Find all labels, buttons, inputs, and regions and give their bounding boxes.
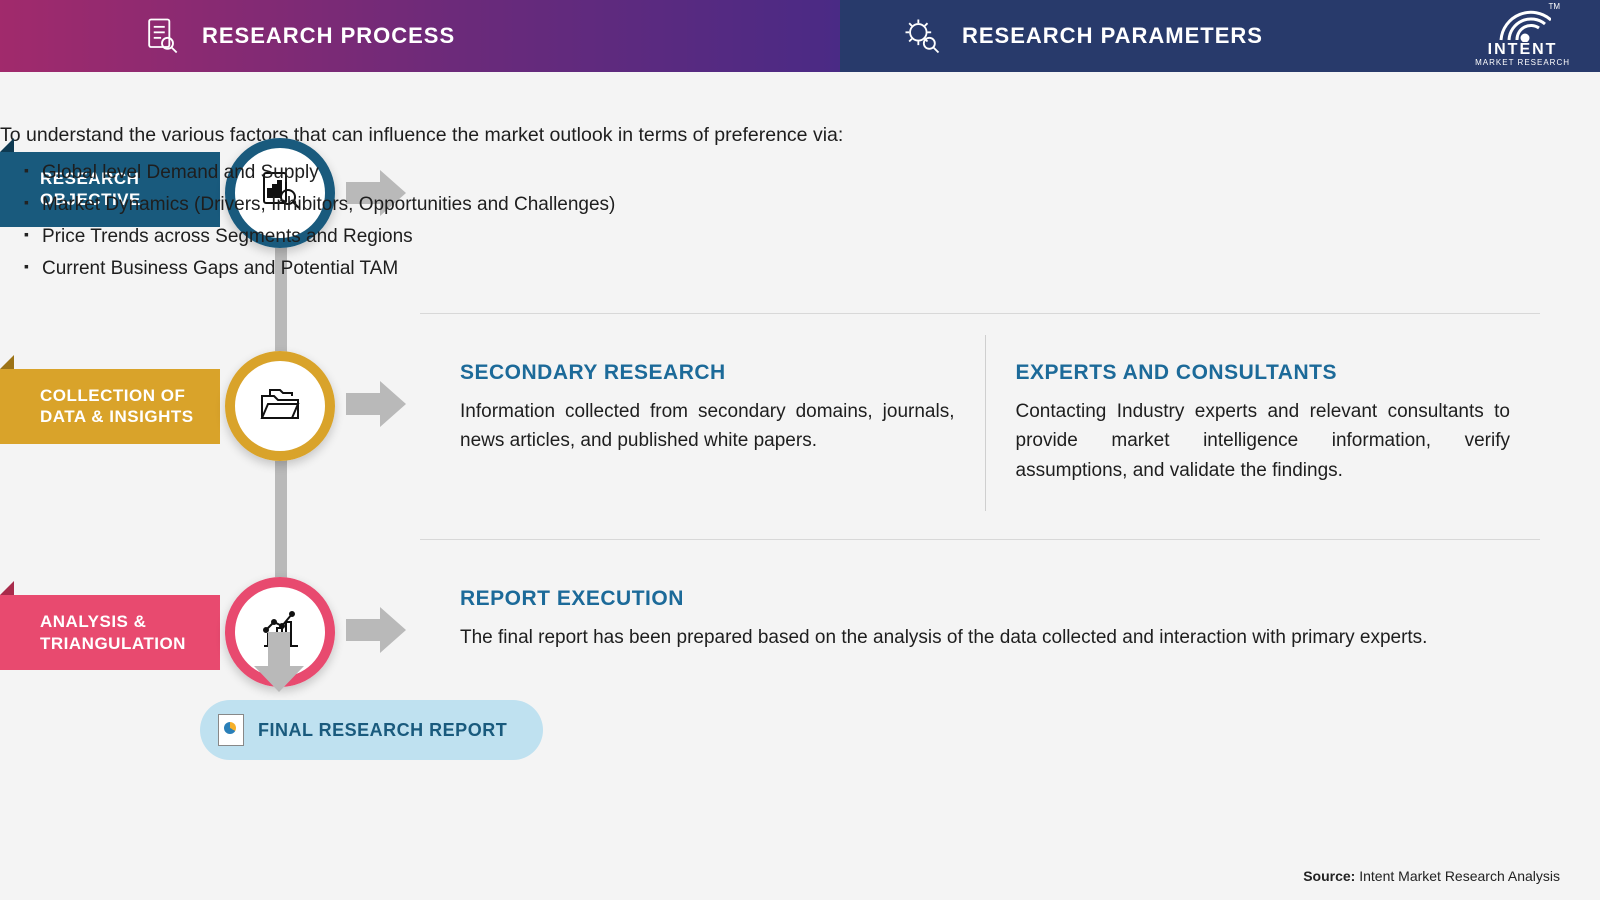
intro-text: To understand the various factors that c… <box>0 124 1540 147</box>
step-label: ANALYSIS & TRIANGULATION <box>0 595 220 670</box>
brand-logo: TM INTENT MARKET RESEARCH <box>1475 2 1570 67</box>
step-label: COLLECTION OF DATA & INSIGHTS <box>0 369 220 444</box>
list-item: Global level Demand and Supply <box>24 157 1540 189</box>
column-title: EXPERTS AND CONSULTANTS <box>1016 361 1511 385</box>
step-analysis: ANALYSIS & TRIANGULATION REPORT EXECUTIO… <box>0 539 1540 709</box>
column-body: Information collected from secondary dom… <box>460 397 955 456</box>
arrow-down-icon <box>254 632 304 692</box>
step-content: REPORT EXECUTION The final report has be… <box>460 539 1540 680</box>
gear-search-icon <box>900 14 944 58</box>
list-item: Current Business Gaps and Potential TAM <box>24 253 1540 285</box>
final-report-pill: FINAL RESEARCH REPORT <box>200 700 543 760</box>
source-attribution: Source: Intent Market Research Analysis <box>1303 868 1560 884</box>
folder-icon <box>256 380 304 433</box>
step-content: To understand the various factors that c… <box>0 102 1540 313</box>
report-doc-icon <box>218 714 244 746</box>
column-body: Contacting Industry experts and relevant… <box>1016 397 1511 485</box>
step-content: SECONDARY RESEARCH Information collected… <box>460 313 1540 539</box>
header-right: RESEARCH PARAMETERS TM INTENT MARKET RES… <box>840 0 1600 72</box>
step-circle <box>225 351 335 461</box>
bullet-list: Global level Demand and Supply Market Dy… <box>0 157 1540 285</box>
content-area: RESEARCH OBJECTIVE To understand the var… <box>0 72 1600 709</box>
list-item: Price Trends across Segments and Regions <box>24 221 1540 253</box>
list-item: Market Dynamics (Drivers, Inhibitors, Op… <box>24 189 1540 221</box>
final-label: FINAL RESEARCH REPORT <box>258 720 507 741</box>
section-body: The final report has been prepared based… <box>460 623 1540 652</box>
header-right-title: RESEARCH PARAMETERS <box>962 23 1263 49</box>
column-secondary-research: SECONDARY RESEARCH Information collected… <box>460 335 985 511</box>
section-title: REPORT EXECUTION <box>460 561 1540 611</box>
header-left-title: RESEARCH PROCESS <box>202 23 455 49</box>
header-bar: RESEARCH PROCESS RESEARCH PARAMETERS TM <box>0 0 1600 72</box>
arrow-right-icon <box>346 379 406 429</box>
arrow-right-icon <box>346 605 406 655</box>
header-left: RESEARCH PROCESS <box>0 0 840 72</box>
column-title: SECONDARY RESEARCH <box>460 361 955 385</box>
step-research-objective: RESEARCH OBJECTIVE To understand the var… <box>0 102 1540 313</box>
column-experts: EXPERTS AND CONSULTANTS Contacting Indus… <box>985 335 1541 511</box>
step-data-collection: COLLECTION OF DATA & INSIGHTS SECONDARY … <box>0 313 1540 539</box>
document-search-icon <box>140 14 184 58</box>
